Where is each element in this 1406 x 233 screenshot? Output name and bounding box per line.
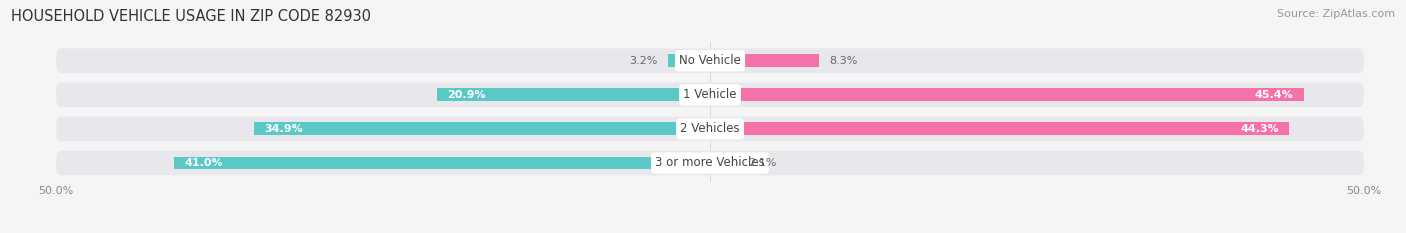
- FancyBboxPatch shape: [56, 48, 1364, 73]
- Text: HOUSEHOLD VEHICLE USAGE IN ZIP CODE 82930: HOUSEHOLD VEHICLE USAGE IN ZIP CODE 8293…: [11, 9, 371, 24]
- Text: 41.0%: 41.0%: [184, 158, 224, 168]
- FancyBboxPatch shape: [56, 116, 1364, 141]
- Bar: [668, 54, 710, 67]
- Text: 20.9%: 20.9%: [447, 90, 486, 100]
- Text: 2.1%: 2.1%: [748, 158, 776, 168]
- Bar: [437, 88, 710, 101]
- Text: 8.3%: 8.3%: [830, 56, 858, 66]
- Text: 45.4%: 45.4%: [1254, 90, 1294, 100]
- Text: 3.2%: 3.2%: [630, 56, 658, 66]
- Bar: [710, 157, 738, 169]
- Text: 2 Vehicles: 2 Vehicles: [681, 122, 740, 135]
- Text: 44.3%: 44.3%: [1240, 124, 1279, 134]
- Text: 1 Vehicle: 1 Vehicle: [683, 88, 737, 101]
- FancyBboxPatch shape: [56, 82, 1364, 107]
- Bar: [710, 54, 818, 67]
- Text: 3 or more Vehicles: 3 or more Vehicles: [655, 157, 765, 169]
- Text: No Vehicle: No Vehicle: [679, 54, 741, 67]
- Bar: [253, 122, 710, 135]
- Bar: [710, 122, 1289, 135]
- FancyBboxPatch shape: [56, 151, 1364, 175]
- Bar: [710, 88, 1303, 101]
- Text: Source: ZipAtlas.com: Source: ZipAtlas.com: [1277, 9, 1395, 19]
- Text: 34.9%: 34.9%: [264, 124, 302, 134]
- Bar: [174, 157, 710, 169]
